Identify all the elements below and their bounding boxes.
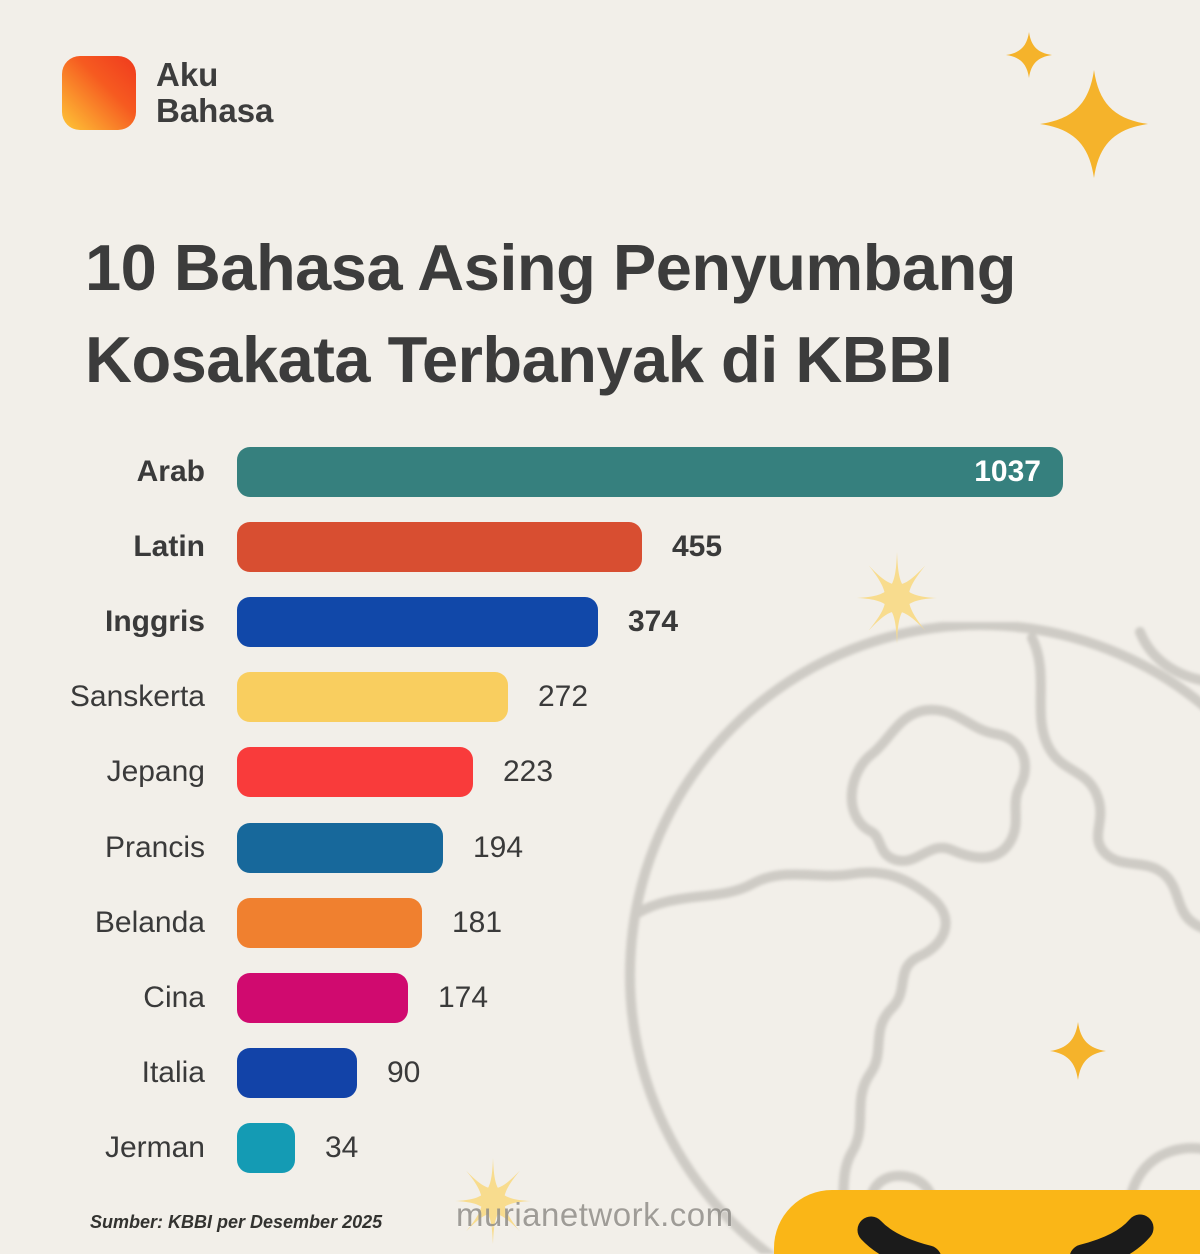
chart-row: Belanda 181 (0, 898, 1200, 948)
row-label: Italia (141, 1056, 205, 1089)
mascot-left-eye-icon (857, 1216, 941, 1254)
row-value: 174 (438, 981, 489, 1014)
row-value: 181 (452, 906, 503, 939)
source-note: Sumber: KBBI per Desember 2025 (90, 1212, 383, 1232)
row-bar (237, 1048, 357, 1098)
row-label: Inggris (104, 605, 205, 638)
mascot-eyes (857, 1214, 1154, 1254)
row-value: 1037 (974, 455, 1041, 488)
row-bar (237, 522, 642, 572)
row-value: 455 (672, 530, 723, 563)
chart-row: Latin 455 (0, 522, 1200, 572)
row-bar (237, 672, 508, 722)
row-label: Belanda (94, 906, 205, 939)
watermark: murianetwork.com (456, 1196, 734, 1233)
chart-row: Inggris 374 (0, 597, 1200, 647)
chart-row: Jerman 34 (0, 1123, 1200, 1173)
row-value: 90 (387, 1056, 421, 1089)
row-value: 223 (503, 755, 554, 788)
chart-row: Italia 90 (0, 1048, 1200, 1098)
row-value: 272 (538, 680, 589, 713)
chart-row: Prancis 194 (0, 823, 1200, 873)
row-label: Latin (133, 530, 205, 563)
mascot-face (774, 1190, 1200, 1254)
row-label: Sanskerta (69, 680, 205, 713)
row-bar (237, 747, 473, 797)
sparkle-icon (1040, 70, 1148, 178)
chart-row: Cina 174 (0, 973, 1200, 1023)
row-bar (237, 973, 408, 1023)
row-value: 34 (325, 1131, 359, 1164)
row-bar (237, 823, 443, 873)
row-label: Jerman (104, 1131, 205, 1164)
title-line2: Kosakata Terbanyak di KBBI (85, 323, 953, 396)
row-value: 374 (628, 605, 679, 638)
row-label: Jepang (106, 755, 205, 788)
row-bar: 1037 (237, 447, 1063, 497)
row-bar (237, 1123, 295, 1173)
page-title: 10 Bahasa Asing Penyumbang Kosakata Terb… (85, 222, 1017, 406)
row-value: 194 (473, 831, 524, 864)
row-label: Cina (143, 981, 205, 1014)
bar-chart: Arab 1037 Latin 455 Inggris 374 Sanskert… (0, 447, 1200, 1187)
chart-row: Jepang 223 (0, 747, 1200, 797)
aku-bahasa-logo-icon (62, 56, 136, 130)
chart-row: Arab 1037 (0, 447, 1200, 497)
title-line1: 10 Bahasa Asing Penyumbang (85, 231, 1017, 304)
row-bar (237, 898, 422, 948)
row-bar (237, 597, 598, 647)
brand-name-line2: Bahasa (156, 92, 274, 129)
row-label: Arab (136, 455, 205, 488)
row-label: Prancis (104, 831, 205, 864)
brand-name: Aku Bahasa (156, 57, 273, 129)
mascot-right-eye-icon (1070, 1214, 1154, 1254)
brand-name-line1: Aku (156, 56, 219, 93)
brand-header: Aku Bahasa (62, 56, 273, 130)
chart-row: Sanskerta 272 (0, 672, 1200, 722)
